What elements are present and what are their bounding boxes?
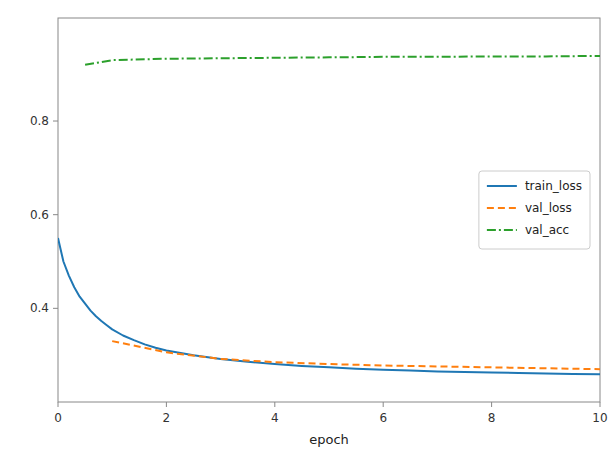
series-lines [58, 56, 600, 374]
legend-swatch [487, 185, 517, 187]
x-tick [600, 402, 601, 407]
x-tick [274, 402, 275, 407]
x-tick [383, 402, 384, 407]
y-tick-label: 0.8 [30, 114, 49, 128]
chart: 0 2 4 6 8 10 0.4 0.6 0.8 epoch train_loss val_lossv… [0, 0, 616, 458]
line [58, 238, 600, 374]
x-tick-label: 4 [271, 411, 279, 425]
x-tick [58, 402, 59, 407]
y-tick [53, 214, 58, 215]
y-tick [53, 121, 58, 122]
x-tick-label: 0 [54, 411, 62, 425]
x-axis-label: epoch [309, 432, 349, 447]
chart-container: 0 2 4 6 8 10 0.4 0.6 0.8 epoch train_loss val_lossv… [0, 0, 616, 458]
legend-label: train_loss [525, 179, 582, 193]
axes: 0 2 4 6 8 10 0.4 0.6 0.8 [30, 114, 608, 425]
x-tick-label: 10 [592, 411, 607, 425]
x-tick [166, 402, 167, 407]
x-tick-label: 6 [379, 411, 387, 425]
y-tick-label: 0.6 [30, 208, 49, 222]
legend-box [479, 171, 590, 249]
legend-swatch [487, 207, 517, 209]
legend-swatch [487, 229, 517, 231]
legend-label: val_loss [525, 201, 572, 215]
x-tick [491, 402, 492, 407]
legend: train_loss val_loss val_acc [479, 171, 590, 249]
x-tick-label: 2 [163, 411, 171, 425]
y-tick-label: 0.4 [30, 301, 49, 315]
legend-label: val_acc [525, 223, 569, 237]
y-tick [53, 308, 58, 309]
x-tick-label: 8 [488, 411, 496, 425]
plot-frame [58, 18, 600, 402]
line [85, 56, 600, 65]
line [112, 341, 600, 369]
